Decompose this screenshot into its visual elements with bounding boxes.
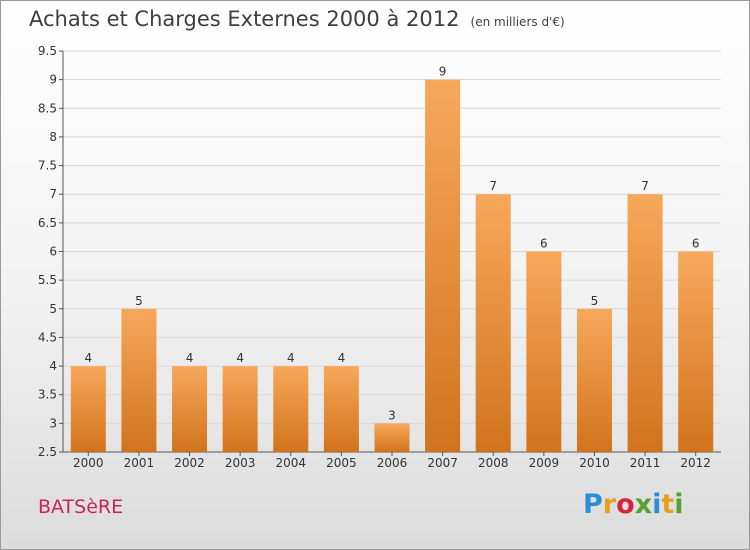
logo-letter: i bbox=[674, 489, 684, 520]
bar-2005 bbox=[323, 366, 359, 452]
x-tick-label-2009: 2009 bbox=[529, 456, 560, 470]
logo-letter: x bbox=[634, 489, 653, 520]
data-label-2010: 5 bbox=[591, 294, 599, 308]
y-tick-label: 4.5 bbox=[38, 330, 57, 344]
logo-letter: i bbox=[652, 489, 662, 520]
x-tick-label-2008: 2008 bbox=[478, 456, 509, 470]
y-tick-label: 6.5 bbox=[38, 216, 57, 230]
bar-2007 bbox=[425, 79, 461, 453]
title-row: Achats et Charges Externes 2000 à 2012 (… bbox=[29, 7, 565, 31]
proxiti-logo[interactable]: Proxiti bbox=[583, 489, 684, 520]
logo-letter: t bbox=[661, 489, 675, 520]
logo-letter: o bbox=[616, 489, 635, 520]
x-tick-label-2000: 2000 bbox=[73, 456, 104, 470]
x-tick-label-2005: 2005 bbox=[326, 456, 357, 470]
bar-2006 bbox=[374, 423, 410, 452]
labels: 2.5 3 3.5 4 4.5 5 5.5 6 6.5 7 7.5 8 8.5 9 9.5 4 2000 5 200… bbox=[38, 44, 711, 470]
data-label-2009: 6 bbox=[540, 237, 548, 251]
chart-unit: (en milliers d'€) bbox=[470, 15, 565, 29]
y-tick-label: 2.5 bbox=[38, 445, 57, 459]
logo-letter: P bbox=[583, 489, 603, 520]
y-tick-label: 9.5 bbox=[38, 44, 57, 58]
data-label-2002: 4 bbox=[186, 351, 194, 365]
x-tick-label-2001: 2001 bbox=[124, 456, 155, 470]
y-tick-label: 6 bbox=[49, 245, 57, 259]
x-tick-label-2011: 2011 bbox=[630, 456, 661, 470]
y-tick-label: 3 bbox=[49, 416, 57, 430]
y-tick-label: 9 bbox=[49, 73, 57, 87]
bar-2010 bbox=[576, 308, 612, 452]
bar-2004 bbox=[273, 366, 309, 452]
data-label-2007: 9 bbox=[439, 65, 447, 79]
data-label-2001: 5 bbox=[135, 294, 143, 308]
x-tick-label-2007: 2007 bbox=[427, 456, 458, 470]
y-tick-label: 5.5 bbox=[38, 273, 57, 287]
data-label-2012: 6 bbox=[692, 237, 700, 251]
data-label-2000: 4 bbox=[84, 351, 92, 365]
data-label-2008: 7 bbox=[489, 179, 497, 193]
chart-title: Achats et Charges Externes 2000 à 2012 bbox=[29, 7, 460, 31]
x-tick-label-2006: 2006 bbox=[377, 456, 408, 470]
x-tick-label-2012: 2012 bbox=[680, 456, 711, 470]
data-label-2003: 4 bbox=[236, 351, 244, 365]
bar-2008 bbox=[475, 194, 511, 452]
y-tick-label: 8 bbox=[49, 130, 57, 144]
bar-2011 bbox=[627, 194, 663, 452]
bar-2001 bbox=[121, 308, 157, 452]
data-label-2011: 7 bbox=[641, 179, 649, 193]
y-tick-label: 3.5 bbox=[38, 388, 57, 402]
bar-2012 bbox=[678, 251, 714, 452]
bar-2002 bbox=[172, 366, 208, 452]
x-tick-label-2010: 2010 bbox=[579, 456, 610, 470]
y-tick-label: 5 bbox=[49, 302, 57, 316]
bar-2000 bbox=[70, 366, 106, 452]
data-label-2004: 4 bbox=[287, 351, 295, 365]
logo-letter: r bbox=[602, 489, 617, 520]
data-label-2006: 3 bbox=[388, 408, 396, 422]
bar-2003 bbox=[222, 366, 258, 452]
x-tick-label-2002: 2002 bbox=[174, 456, 205, 470]
commune-name: BATSèRE bbox=[38, 496, 124, 518]
data-label-2005: 4 bbox=[338, 351, 346, 365]
y-tick-label: 7.5 bbox=[38, 159, 57, 173]
bar-2009 bbox=[526, 251, 562, 452]
x-tick-label-2004: 2004 bbox=[275, 456, 306, 470]
y-tick-label: 8.5 bbox=[38, 101, 57, 115]
gridlines bbox=[63, 50, 721, 424]
x-tick-label-2003: 2003 bbox=[225, 456, 256, 470]
axes bbox=[59, 50, 721, 456]
bars bbox=[70, 79, 714, 453]
y-tick-label: 7 bbox=[49, 187, 57, 201]
y-tick-label: 4 bbox=[49, 359, 57, 373]
